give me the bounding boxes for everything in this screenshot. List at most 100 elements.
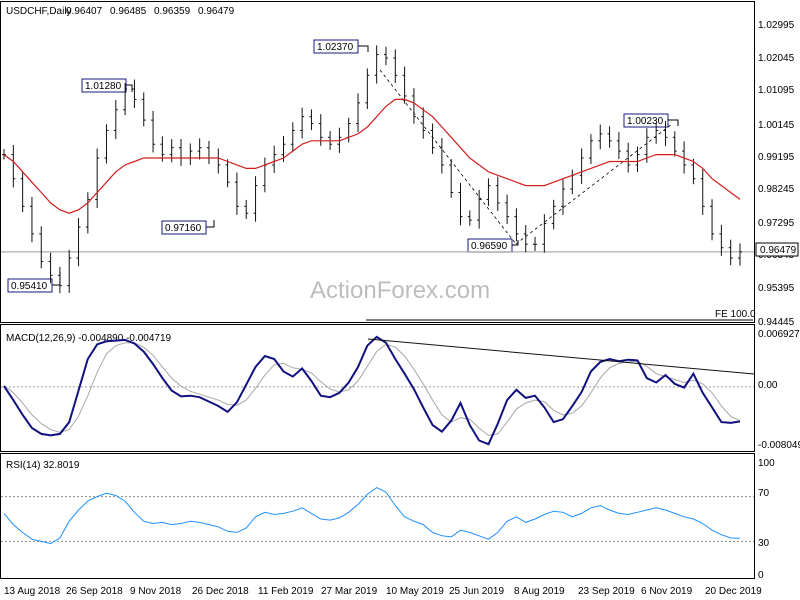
ohlc-bar xyxy=(234,172,239,215)
ohlc-bar xyxy=(421,107,426,139)
annotation-label: 0.97160 xyxy=(165,223,202,234)
fe-label: FE 100.0 xyxy=(715,309,756,320)
ohlc-bar xyxy=(132,79,137,108)
ohlc-bar xyxy=(383,46,388,66)
macd-tick-label: 0.00 xyxy=(758,380,778,391)
annotation-label: 0.95410 xyxy=(11,281,48,292)
ohlc-bar xyxy=(523,225,528,253)
last-price-label: 0.96479 xyxy=(760,245,797,256)
ohlc-bar xyxy=(486,178,491,206)
annotation-label: 1.01280 xyxy=(85,81,122,92)
x-tick-label: 27 Mar 2019 xyxy=(321,586,378,597)
annotation-leader xyxy=(668,119,679,126)
rsi-tick-label: 70 xyxy=(758,488,770,499)
price-tick-label: 1.02045 xyxy=(758,53,795,64)
ohlc-bar xyxy=(719,224,724,256)
price-tick-label: 0.94445 xyxy=(758,317,795,328)
price-title: USDCHF,Daily xyxy=(6,6,72,17)
ohlc-bar xyxy=(607,126,612,148)
x-tick-label: 26 Dec 2018 xyxy=(192,586,249,597)
macd-pane xyxy=(0,324,755,452)
ohlc-bar xyxy=(300,107,305,139)
ohlc-bar xyxy=(11,144,16,188)
macd-tick-label: 0.006927 xyxy=(758,329,800,340)
ohlc-bar xyxy=(700,169,705,215)
annotation-leader xyxy=(512,240,519,246)
ohlc-bar xyxy=(113,100,118,140)
ohlc-bar xyxy=(644,128,649,163)
ohlc-bar xyxy=(467,210,472,226)
rsi-tick-label: 100 xyxy=(758,458,775,469)
annotation-label: 0.96590 xyxy=(471,241,508,252)
ohlc-bar xyxy=(449,159,454,198)
ohlc-bar xyxy=(458,182,463,226)
ohlc-bar xyxy=(728,239,733,266)
last-price-badge xyxy=(755,242,799,257)
price-tick-label: 1.00145 xyxy=(758,120,795,131)
ohlc-bar xyxy=(393,49,398,84)
ohlc-bar xyxy=(67,249,72,293)
ohlc-bar xyxy=(57,266,62,294)
rsi-tick-label: 30 xyxy=(758,538,770,549)
ohlc-bar xyxy=(39,226,44,269)
ohlc-bar xyxy=(272,145,277,173)
series-signal-line xyxy=(3,342,741,436)
price-pane xyxy=(0,1,755,323)
ohlc-bar xyxy=(48,252,53,284)
series-macd-line xyxy=(3,335,741,446)
macd-tick-label: -0.008049 xyxy=(758,440,800,451)
ohlc-bar xyxy=(626,142,631,173)
ohlc-bar xyxy=(253,176,258,222)
ohlc-bar xyxy=(588,134,593,165)
ohlc-bar xyxy=(598,124,603,150)
ohlc-bar xyxy=(495,176,500,211)
ohlc-bar xyxy=(663,120,668,146)
ohlc-bar xyxy=(197,138,202,160)
rsi-pane xyxy=(0,453,755,579)
watermark: ActionForex.com xyxy=(310,277,490,304)
header-low-value: 0.96359 xyxy=(154,6,191,17)
ohlc-bar xyxy=(477,189,482,229)
ohlc-bar xyxy=(560,179,565,215)
fib-swing-line xyxy=(515,123,673,245)
price-tick-label: 1.01095 xyxy=(758,85,795,96)
annotation-label: 1.02370 xyxy=(317,42,354,53)
annotation-leader xyxy=(206,220,215,228)
ohlc-bar xyxy=(710,199,715,241)
ohlc-bar xyxy=(309,109,314,131)
x-tick-label: 11 Feb 2019 xyxy=(258,586,314,597)
header-open-value: 0.96407 xyxy=(66,6,103,17)
price-tick-label: 0.98245 xyxy=(758,184,795,195)
ohlc-bar xyxy=(290,122,295,152)
ohlc-bar xyxy=(430,123,435,154)
x-tick-label: 25 Jun 2019 xyxy=(449,586,504,597)
price-tick-label: 0.95395 xyxy=(758,283,795,294)
ohlc-bar xyxy=(365,68,370,110)
price-tick-label: 0.99195 xyxy=(758,152,795,163)
ohlc-bar xyxy=(85,192,90,234)
ohlc-bar xyxy=(635,146,640,173)
ohlc-bar xyxy=(533,236,538,251)
ohlc-bar xyxy=(616,132,621,160)
ohlc-bar xyxy=(123,83,128,116)
x-tick-label: 8 Aug 2019 xyxy=(514,586,565,597)
ohlc-bar xyxy=(356,93,361,133)
x-tick-label: 10 May 2019 xyxy=(386,586,444,597)
macd-title: MACD(12,26,9) -0.004890 -0.004719 xyxy=(6,333,172,344)
ohlc-bar xyxy=(244,199,249,219)
x-tick-label: 13 Aug 2018 xyxy=(4,586,61,597)
ohlc-bar xyxy=(29,196,34,243)
x-tick-label: 26 Sep 2018 xyxy=(66,586,123,597)
ohlc-bar xyxy=(551,199,556,230)
price-tick-label: 0.97295 xyxy=(758,218,795,229)
price-tick-label: 1.02995 xyxy=(758,20,795,31)
ohlc-bar xyxy=(542,214,547,253)
ohlc-bar xyxy=(439,138,444,174)
x-tick-label: 20 Dec 2019 xyxy=(705,586,762,597)
ohlc-bar xyxy=(514,208,519,242)
ohlc-bar xyxy=(505,194,510,225)
annotation-leader xyxy=(358,45,369,52)
ohlc-bar xyxy=(141,92,146,127)
ohlc-bar xyxy=(20,172,25,213)
